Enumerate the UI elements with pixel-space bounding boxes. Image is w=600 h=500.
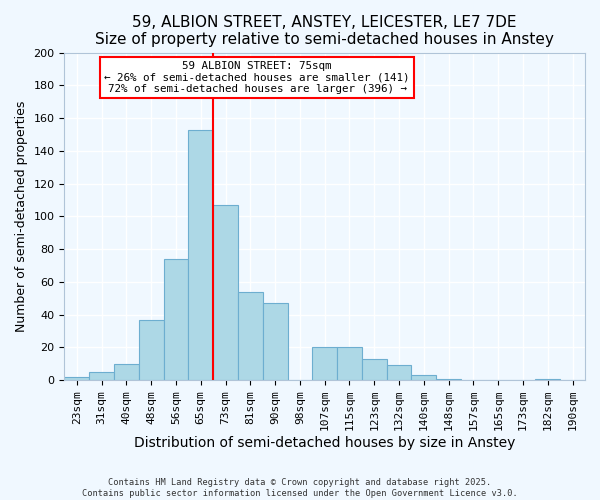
Bar (114, 364, 139, 380)
Bar (362, 359, 386, 380)
Bar (412, 376, 436, 380)
X-axis label: Distribution of semi-detached houses by size in Anstey: Distribution of semi-detached houses by … (134, 436, 515, 450)
Text: Contains HM Land Registry data © Crown copyright and database right 2025.
Contai: Contains HM Land Registry data © Crown c… (82, 478, 518, 498)
Bar (139, 320, 164, 380)
Bar (164, 259, 188, 380)
Bar (188, 130, 213, 380)
Bar (535, 378, 560, 380)
Text: 59 ALBION STREET: 75sqm
← 26% of semi-detached houses are smaller (141)
72% of s: 59 ALBION STREET: 75sqm ← 26% of semi-de… (104, 61, 410, 94)
Bar (238, 292, 263, 380)
Title: 59, ALBION STREET, ANSTEY, LEICESTER, LE7 7DE
Size of property relative to semi-: 59, ALBION STREET, ANSTEY, LEICESTER, LE… (95, 15, 554, 48)
Y-axis label: Number of semi-detached properties: Number of semi-detached properties (15, 101, 28, 332)
Bar (64, 377, 89, 380)
Bar (436, 378, 461, 380)
Bar (263, 304, 287, 380)
Bar (213, 205, 238, 380)
Bar (89, 372, 114, 380)
Bar (337, 348, 362, 380)
Bar (313, 348, 337, 380)
Bar (386, 366, 412, 380)
